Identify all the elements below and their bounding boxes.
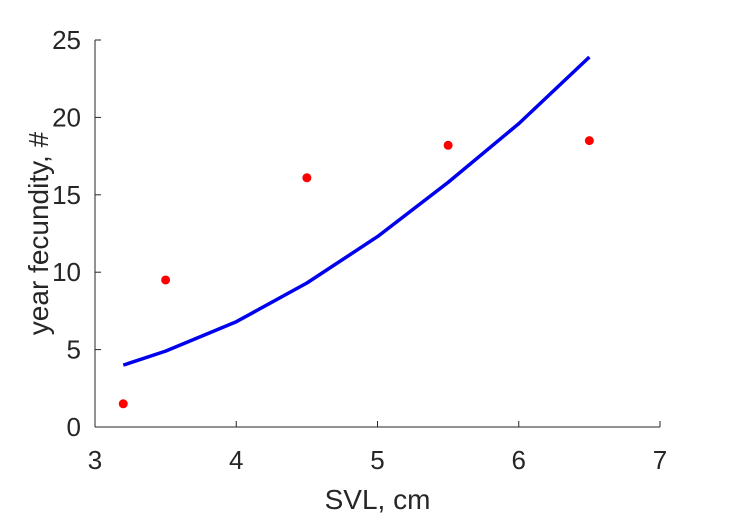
y-tick-label: 10 [52,257,81,287]
x-ticks: 3 4 5 6 7 [88,421,667,475]
y-tick-label: 5 [67,335,81,365]
data-point [584,136,594,146]
x-axis-label: SVL, cm [325,484,431,515]
data-point [161,275,171,285]
data-point [443,140,453,150]
x-tick-label: 5 [370,445,384,475]
fit-curve [122,55,591,367]
x-tick-label: 7 [653,445,667,475]
y-ticks: 0 5 10 15 20 25 [52,25,101,442]
y-tick-label: 0 [67,412,81,442]
x-tick-label: 3 [88,445,102,475]
y-tick-label: 20 [52,102,81,132]
x-tick-label: 4 [229,445,243,475]
data-point [118,399,128,409]
axes [94,40,660,428]
x-tick-label: 6 [512,445,526,475]
y-tick-label: 15 [52,180,81,210]
y-tick-label: 25 [52,25,81,55]
y-axis-label: year fecundity, # [23,131,54,335]
data-point [302,173,312,183]
series-layer [118,55,594,409]
